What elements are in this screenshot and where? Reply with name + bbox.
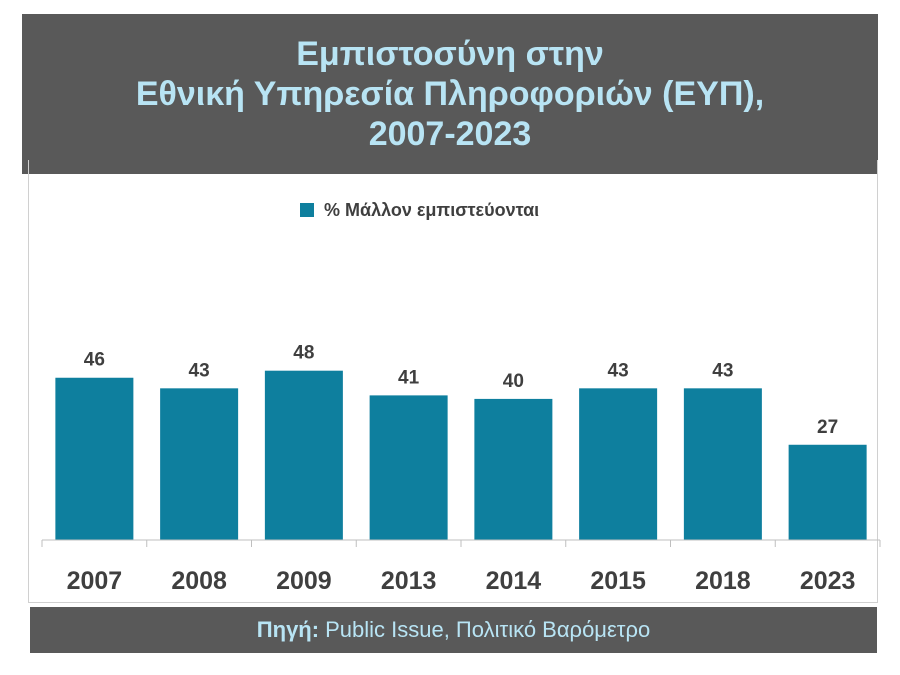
data-label-2013: 41 bbox=[398, 367, 420, 388]
data-label-2007: 46 bbox=[84, 350, 105, 371]
bar-2013 bbox=[369, 395, 448, 540]
source-label: Πηγή: bbox=[256, 617, 320, 642]
source-banner: Πηγή: Public Issue, Πολιτικό Βαρόμετρο bbox=[30, 607, 877, 653]
bar-2023 bbox=[788, 444, 867, 540]
x-tick-label-2008: 2008 bbox=[171, 567, 227, 595]
x-tick-label-2015: 2015 bbox=[590, 567, 646, 595]
title-line-1: Εμπιστοσύνη στην bbox=[296, 35, 604, 73]
chart-frame bbox=[28, 160, 878, 603]
title-line-3: 2007-2023 bbox=[368, 115, 532, 153]
source-text: Public Issue, Πολιτικό Βαρόμετρο bbox=[325, 617, 651, 642]
data-label-2014: 40 bbox=[503, 371, 524, 392]
bar-2009 bbox=[264, 370, 343, 540]
x-tick-label-2013: 2013 bbox=[381, 567, 437, 595]
data-label-2009: 48 bbox=[293, 343, 314, 364]
bar-2018 bbox=[683, 388, 762, 540]
data-label-2015: 43 bbox=[608, 360, 629, 381]
title-banner: Εμπιστοσύνη στην Εθνική Υπηρεσία Πληροφο… bbox=[22, 14, 878, 174]
x-axis: 2007 2008 2009 2013 2014 2015 2018 2023 bbox=[41, 539, 881, 595]
bar-2007 bbox=[55, 377, 134, 540]
x-tick-label-2018: 2018 bbox=[695, 567, 751, 595]
title-line-2: Εθνική Υπηρεσία Πληροφοριών (ΕΥΠ), bbox=[135, 75, 765, 113]
legend-label: % Μάλλον εμπιστεύονται bbox=[324, 200, 539, 220]
x-tick-label-2007: 2007 bbox=[67, 567, 123, 595]
data-label-2008: 43 bbox=[189, 360, 210, 381]
bars-group: 46 43 48 41 40 43 43 27 bbox=[55, 343, 867, 540]
x-tick-label-2014: 2014 bbox=[486, 567, 542, 595]
x-tick-label-2009: 2009 bbox=[276, 567, 332, 595]
chart-legend: % Μάλλον εμπιστεύονται bbox=[300, 200, 539, 220]
data-label-2023: 27 bbox=[817, 417, 838, 438]
data-label-2018: 43 bbox=[712, 360, 733, 381]
bar-2008 bbox=[160, 388, 239, 540]
bar-2014 bbox=[474, 398, 553, 540]
legend-swatch bbox=[300, 203, 314, 217]
bar-2015 bbox=[579, 388, 658, 540]
x-tick-label-2023: 2023 bbox=[800, 567, 856, 595]
